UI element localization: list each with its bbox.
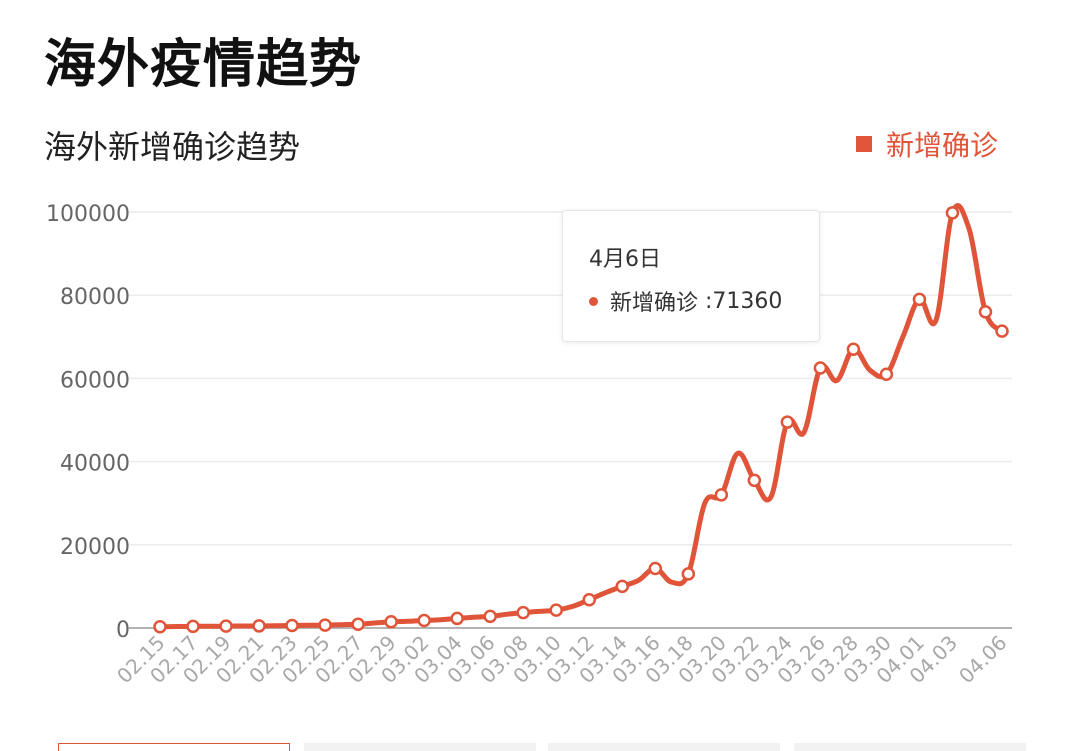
data-point	[582, 592, 597, 607]
tooltip-value: 71360	[712, 288, 783, 314]
data-point	[846, 342, 861, 357]
data-point	[219, 619, 233, 633]
tab-3[interactable]	[548, 743, 780, 751]
data-point	[153, 620, 167, 634]
data-point	[714, 488, 729, 502]
y-tick-label: 80000	[60, 285, 130, 310]
data-point	[648, 561, 663, 576]
data-point	[252, 619, 266, 633]
chart-legend[interactable]: 新增确诊	[855, 124, 998, 164]
data-point	[681, 567, 696, 581]
y-tick-label: 40000	[60, 452, 130, 477]
chart-title: 海外新增确诊趋势	[44, 128, 301, 166]
page-title: 海外疫情趋势	[44, 35, 363, 95]
y-tick-label: 100000	[46, 202, 130, 227]
tooltip-date: 4月6日	[589, 247, 661, 272]
data-point	[285, 618, 299, 633]
y-tick-label: 0	[116, 618, 130, 643]
tooltip-separator: :	[698, 288, 713, 314]
data-point	[995, 324, 1009, 338]
bottom-tabs	[0, 743, 1080, 751]
y-tick-label: 20000	[60, 535, 130, 560]
data-point	[747, 473, 762, 488]
data-point	[879, 367, 894, 381]
tooltip-series: 新增确诊	[610, 291, 699, 316]
data-point	[384, 615, 398, 629]
data-point	[780, 415, 795, 429]
legend-label: 新增确诊	[885, 129, 998, 162]
tab-4[interactable]	[794, 743, 1026, 751]
tooltip-row: 新增确诊 : 71360	[589, 285, 782, 317]
legend-swatch	[855, 136, 872, 152]
data-point	[549, 603, 563, 617]
data-point	[978, 305, 993, 319]
data-point	[351, 617, 365, 632]
x-tick-label: 04.06	[954, 631, 1011, 688]
y-tick-label: 60000	[60, 368, 130, 393]
data-point	[186, 619, 200, 634]
data-point	[813, 361, 828, 375]
tooltip-dot-icon	[589, 296, 598, 306]
data-point	[615, 579, 630, 594]
tab-2[interactable]	[304, 743, 536, 751]
data-point	[417, 613, 431, 628]
data-point	[912, 292, 927, 307]
tooltip: 4月6日 新增确诊 : 71360	[562, 210, 820, 342]
tab-1[interactable]	[58, 743, 290, 751]
data-point	[450, 611, 464, 626]
data-point	[318, 618, 332, 632]
data-point	[516, 605, 530, 620]
data-point	[945, 206, 960, 220]
data-point	[483, 609, 497, 624]
